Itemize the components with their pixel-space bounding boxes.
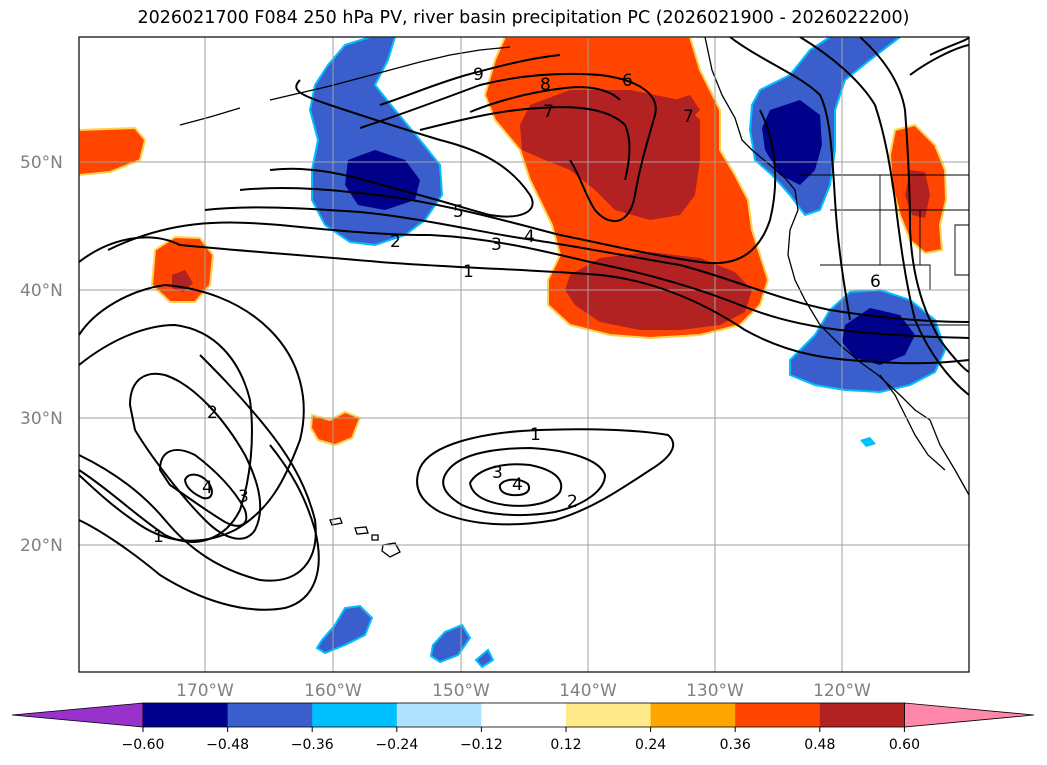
lon-label: 160°W <box>304 681 362 701</box>
pv-contour-west-4 <box>183 473 213 500</box>
pv-contour-sub-4 <box>498 478 530 497</box>
coastlines <box>179 37 969 558</box>
colorbar-segment <box>650 703 736 727</box>
negative-anomaly-hawaii-3 <box>474 648 495 669</box>
contour-label: 3 <box>238 487 249 507</box>
positive-anomaly-west-edge <box>79 126 147 177</box>
colorbar-tick-label: 0.12 <box>550 737 581 753</box>
pv-contours <box>79 37 969 611</box>
contour-label: 6 <box>622 71 633 91</box>
contour-label: 4 <box>524 227 535 247</box>
lat-label: 40°N <box>20 281 63 301</box>
lon-label: 150°W <box>432 681 490 701</box>
negative-anomaly-hawaii-1 <box>315 604 374 655</box>
lon-label: 130°W <box>686 681 744 701</box>
pv-contour-west-2 <box>128 372 262 540</box>
pv-contour-7 <box>419 106 631 181</box>
contour-label: 3 <box>492 463 503 483</box>
colorbar-tick-label: 0.24 <box>635 737 666 753</box>
contour-label: 8 <box>540 75 551 95</box>
colorbar-segment <box>396 703 482 727</box>
colorbar-extend-max <box>904 702 1035 728</box>
pv-contour-8 <box>469 86 621 113</box>
contour-label: 1 <box>153 527 164 547</box>
colorbar <box>11 702 1035 728</box>
contour-label: 3 <box>491 235 502 255</box>
pv-contour-sub-2 <box>442 446 607 517</box>
colorbar-tick-label: −0.60 <box>122 737 165 753</box>
contour-label: 4 <box>512 475 523 495</box>
lat-label: 20°N <box>20 536 63 556</box>
contour-label: 9 <box>473 65 484 85</box>
negative-anomaly-pnw-core <box>762 100 822 185</box>
gridlines <box>79 37 969 672</box>
positive-anomaly-core-north <box>520 90 700 220</box>
contour-label: 1 <box>530 425 541 445</box>
colorbar-tick-label: 0.60 <box>889 737 920 753</box>
contour-label: 5 <box>453 202 464 222</box>
pv-contour-west-3 <box>158 449 248 527</box>
contour-label: 4 <box>202 478 213 498</box>
pv-contour-sub-3 <box>468 463 563 507</box>
pv-contour-2 <box>107 221 969 339</box>
contour-label: 7 <box>683 107 694 127</box>
map-title: 2026021700 F084 250 hPa PV, river basin … <box>137 8 910 28</box>
lon-label: 140°W <box>559 681 617 701</box>
map-frame <box>78 36 970 673</box>
positive-anomaly-rockies-core <box>905 170 930 218</box>
colorbar-segment <box>143 703 229 727</box>
pv-contour-6 <box>359 72 657 223</box>
colorbar-segment <box>819 703 905 727</box>
lat-label: 30°N <box>20 409 63 429</box>
colorbar-segment <box>312 703 398 727</box>
colorbar-segment <box>735 703 821 727</box>
colorbar-tick-label: −0.36 <box>291 737 334 753</box>
contour-labels: 9 8 7 6 5 4 3 2 1 2 3 4 1 1 2 3 4 6 7 <box>153 65 881 547</box>
negative-anomaly-california-core <box>842 308 915 365</box>
positive-anomaly-30n <box>309 410 362 447</box>
pv-contour-sub-1 <box>416 428 675 526</box>
lat-label: 50°N <box>20 153 63 173</box>
latitude-labels: 50°N 40°N 30°N 20°N <box>20 153 63 556</box>
colorbar-segment <box>481 703 567 727</box>
pv-contour-4 <box>239 109 777 265</box>
negative-anomaly-gulf-alaska-core <box>345 150 420 210</box>
colorbar-tick-label: −0.24 <box>375 737 418 753</box>
contour-label: 1 <box>463 262 474 282</box>
contour-label: 2 <box>390 232 401 252</box>
positive-anomaly-core-tail <box>675 95 700 120</box>
colorbar-outline <box>142 702 905 728</box>
negative-anomaly-mexico <box>860 437 876 447</box>
contour-label: 7 <box>543 102 554 122</box>
pv-contour-5 <box>269 79 534 218</box>
contour-label: 6 <box>870 272 881 292</box>
pv-contour-1 <box>79 236 969 365</box>
longitude-labels: 170°W 160°W 150°W 140°W 130°W 120°W <box>176 681 871 701</box>
negative-anomaly-hawaii-2 <box>429 623 472 664</box>
contour-label: 2 <box>567 492 578 512</box>
colorbar-segment <box>227 703 313 727</box>
colorbar-tick-label: 0.36 <box>720 737 751 753</box>
colorbar-ticks: −0.60 −0.48 −0.36 −0.24 −0.12 0.12 0.24 0.36 0.4… <box>122 727 920 753</box>
pv-contour-9 <box>379 54 561 106</box>
colorbar-tick-label: 0.48 <box>804 737 835 753</box>
colorbar-tick-label: −0.48 <box>206 737 249 753</box>
colorbar-extend-min <box>11 702 144 728</box>
colorbar-segment <box>566 703 652 727</box>
contour-label: 2 <box>207 403 218 423</box>
pv-contour-3 <box>204 206 969 323</box>
lon-label: 170°W <box>176 681 234 701</box>
lon-label: 120°W <box>813 681 871 701</box>
colorbar-tick-label: −0.12 <box>460 737 503 753</box>
